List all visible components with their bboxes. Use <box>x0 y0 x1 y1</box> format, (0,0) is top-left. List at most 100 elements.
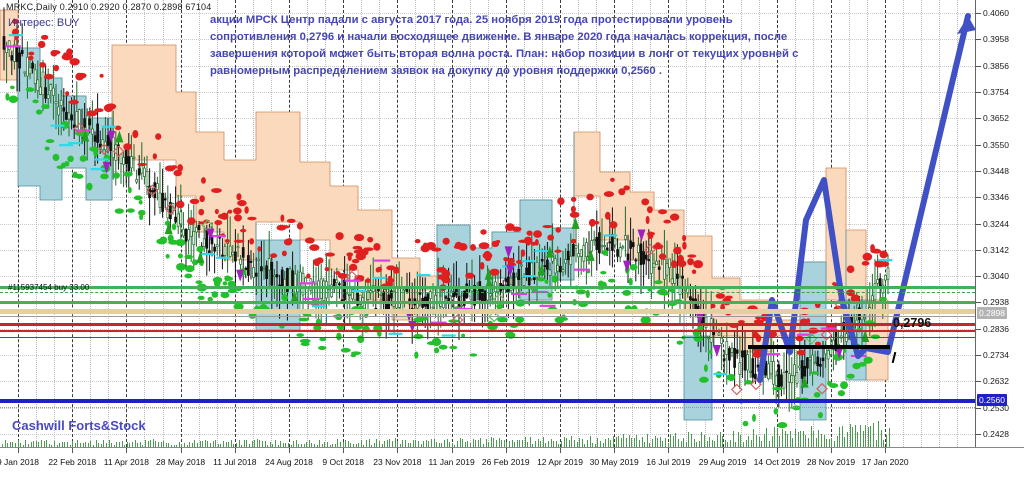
volume-bar <box>470 442 471 447</box>
volume-bar <box>282 442 284 447</box>
volume-bar <box>870 426 872 447</box>
volume-bar <box>568 439 570 447</box>
volume-bar <box>210 443 211 447</box>
date-tick: 9 Oct 2018 <box>322 457 364 467</box>
volume-bar <box>340 441 341 447</box>
volume-bar <box>719 432 721 447</box>
volume-bar <box>761 440 763 447</box>
volume-bar <box>4 439 6 447</box>
volume-bar <box>202 441 204 447</box>
volume-bar <box>613 436 614 447</box>
volume-bar <box>548 440 549 447</box>
price-tick: 0.2938 <box>976 297 1009 307</box>
annotation-text: акции МРСК Центр падали с августа 2017 г… <box>210 12 910 80</box>
volume-bar <box>737 432 739 447</box>
volume-bar <box>532 444 534 447</box>
volume-bar <box>659 437 661 447</box>
volume-bar <box>493 438 495 447</box>
volume-bar <box>15 443 16 447</box>
order-label: #115937454 buy 33.00 <box>8 283 90 292</box>
volume-bar <box>220 444 222 447</box>
volume-bar <box>77 440 79 447</box>
annotation-line-3: завершения которой может быть вторая вол… <box>210 48 799 60</box>
volume-bar <box>675 432 677 447</box>
volume-bar <box>17 439 19 447</box>
volume-bar <box>428 441 430 447</box>
volume-bar <box>306 442 308 447</box>
volume-bar <box>134 439 136 447</box>
volume-bar <box>124 445 126 447</box>
volume-bar <box>685 441 687 447</box>
volume-bar <box>880 429 882 447</box>
date-tick: 9 Jan 2018 <box>0 457 40 467</box>
volume-bar <box>90 440 92 447</box>
volume-bar <box>189 442 191 447</box>
volume-bar <box>431 439 432 447</box>
volume-bar <box>875 439 877 447</box>
price-tick: 0.3958 <box>976 34 1009 44</box>
volume-bar <box>98 442 100 447</box>
volume-bar <box>480 437 482 447</box>
volume-bar <box>121 440 123 447</box>
volume-bar <box>605 438 607 447</box>
volume-bar <box>839 427 841 447</box>
price-axis[interactable]: 0.4060 0.3958 0.3856 0.3754 0.3652 0.3550 0.34… <box>975 0 1024 447</box>
volume-bar <box>750 439 752 447</box>
volume-bar <box>701 431 703 447</box>
volume-bar <box>607 438 609 447</box>
volume-bar <box>158 441 159 447</box>
hline-green-dash <box>0 292 975 293</box>
volume-bar <box>350 443 352 447</box>
volume-bar <box>420 443 422 447</box>
volume-bar <box>665 438 666 447</box>
volume-bar <box>173 444 175 447</box>
volume-bar <box>683 438 685 447</box>
volume-bar <box>545 443 547 447</box>
price-plot[interactable]: MRKC,Daily 0.2910 0.2920 0.2870 0.2898 6… <box>0 0 975 447</box>
volume-bar <box>43 441 45 447</box>
volume-bar <box>100 443 102 447</box>
volume-bar <box>615 436 617 447</box>
volume-bar <box>784 431 786 447</box>
volume-bar <box>849 424 851 447</box>
volume-bar <box>834 440 835 447</box>
price-tick: 0.3448 <box>976 166 1009 176</box>
current-price-tag: 0.2898 <box>977 306 1007 319</box>
volume-bar <box>303 443 305 447</box>
volume-bar <box>56 445 58 447</box>
volume-bar <box>527 441 529 447</box>
volume-bar <box>111 442 113 447</box>
volume-bar <box>410 443 412 447</box>
volume-bar <box>727 441 729 447</box>
volume-bar <box>558 444 560 447</box>
volume-bar <box>254 440 256 447</box>
volume-bar <box>782 428 783 447</box>
volume-bar <box>301 444 302 447</box>
watermark: Cashwill Forts&Stock <box>12 418 146 433</box>
volume-bar <box>41 440 42 447</box>
resistance-segment <box>748 345 890 349</box>
volume-bar <box>212 440 214 447</box>
date-tick: 22 Feb 2018 <box>48 457 97 467</box>
date-axis[interactable]: 9 Jan 2018 22 Feb 2018 11 Apr 2018 28 May 2… <box>0 447 1024 479</box>
volume-bar <box>384 441 386 447</box>
volume-bar <box>223 440 224 447</box>
volume-bar <box>293 441 295 447</box>
volume-bar <box>319 440 321 447</box>
volume-bar <box>353 444 354 447</box>
volume-bar <box>207 440 209 447</box>
volume-bar <box>873 423 874 447</box>
volume-bar <box>883 439 885 447</box>
volume-bar <box>724 440 726 447</box>
volume-bar <box>412 439 414 447</box>
volume-bar <box>2 444 3 447</box>
volume-bar <box>821 433 822 447</box>
projection-arrowhead <box>957 16 975 34</box>
volume-bar <box>571 436 573 447</box>
volume-bar <box>215 439 217 447</box>
volume-bar <box>277 444 279 447</box>
volume-bar <box>553 441 555 447</box>
volume-bar <box>74 443 76 447</box>
volume-bar <box>633 438 635 447</box>
volume-bar <box>813 430 815 447</box>
